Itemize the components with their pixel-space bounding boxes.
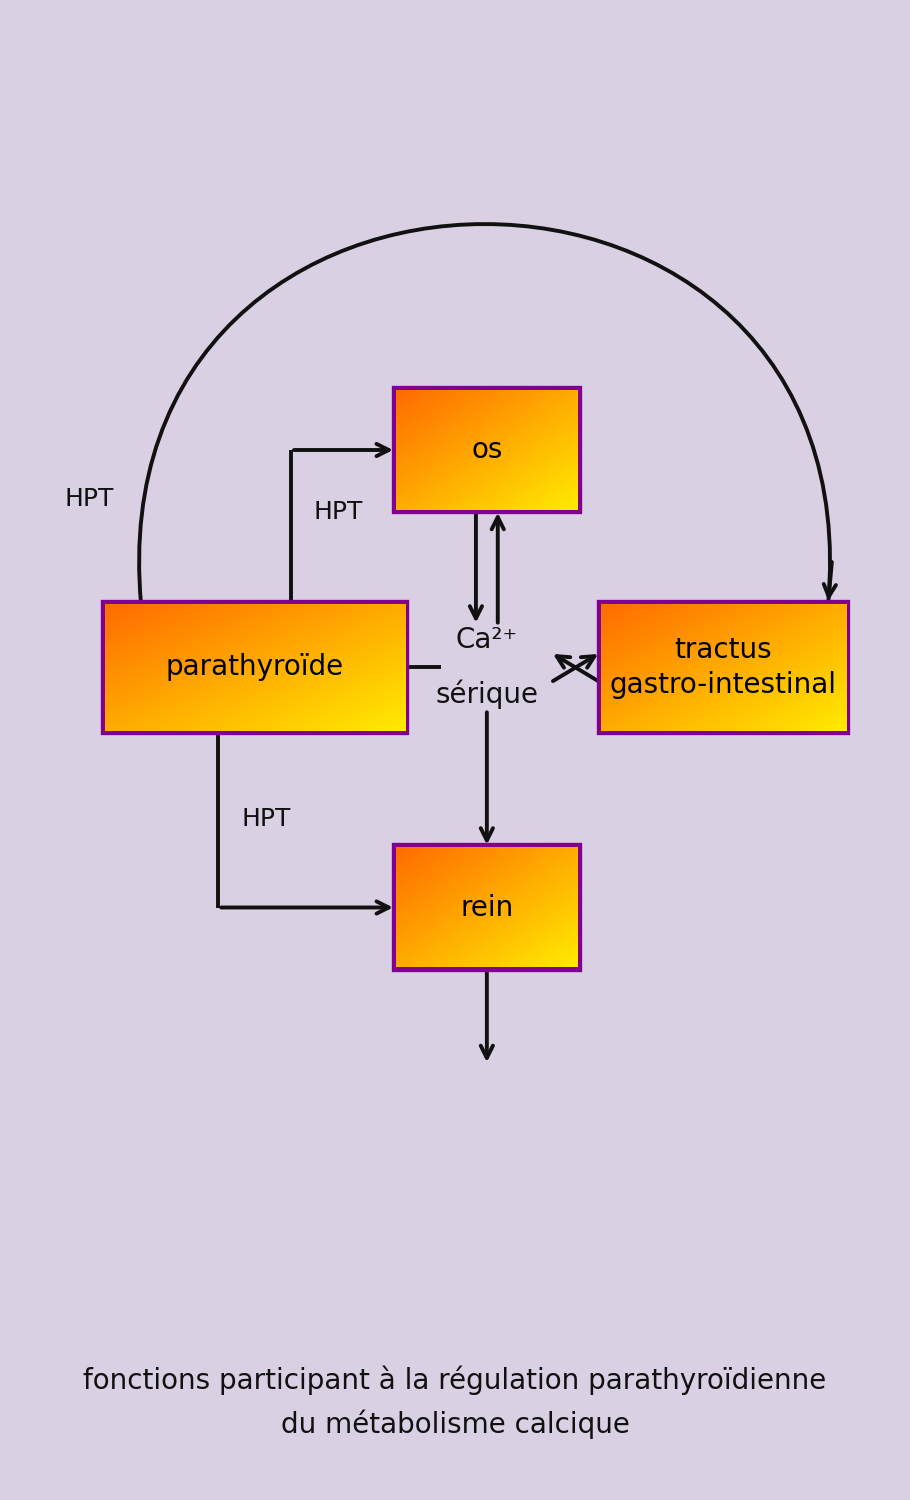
Text: os: os <box>471 436 502 463</box>
Text: rein: rein <box>460 894 513 921</box>
Text: HPT: HPT <box>65 486 114 510</box>
Text: tractus
gastro-intestinal: tractus gastro-intestinal <box>610 636 837 699</box>
Text: fonctions participant à la régulation parathyroïdienne
du métabolisme calcique: fonctions participant à la régulation pa… <box>84 1366 826 1438</box>
Text: sérique: sérique <box>435 680 539 710</box>
Text: HPT: HPT <box>314 500 363 523</box>
Text: Ca²⁺: Ca²⁺ <box>456 627 518 654</box>
Text: HPT: HPT <box>241 807 290 831</box>
Text: parathyroïde: parathyroïde <box>166 654 344 681</box>
